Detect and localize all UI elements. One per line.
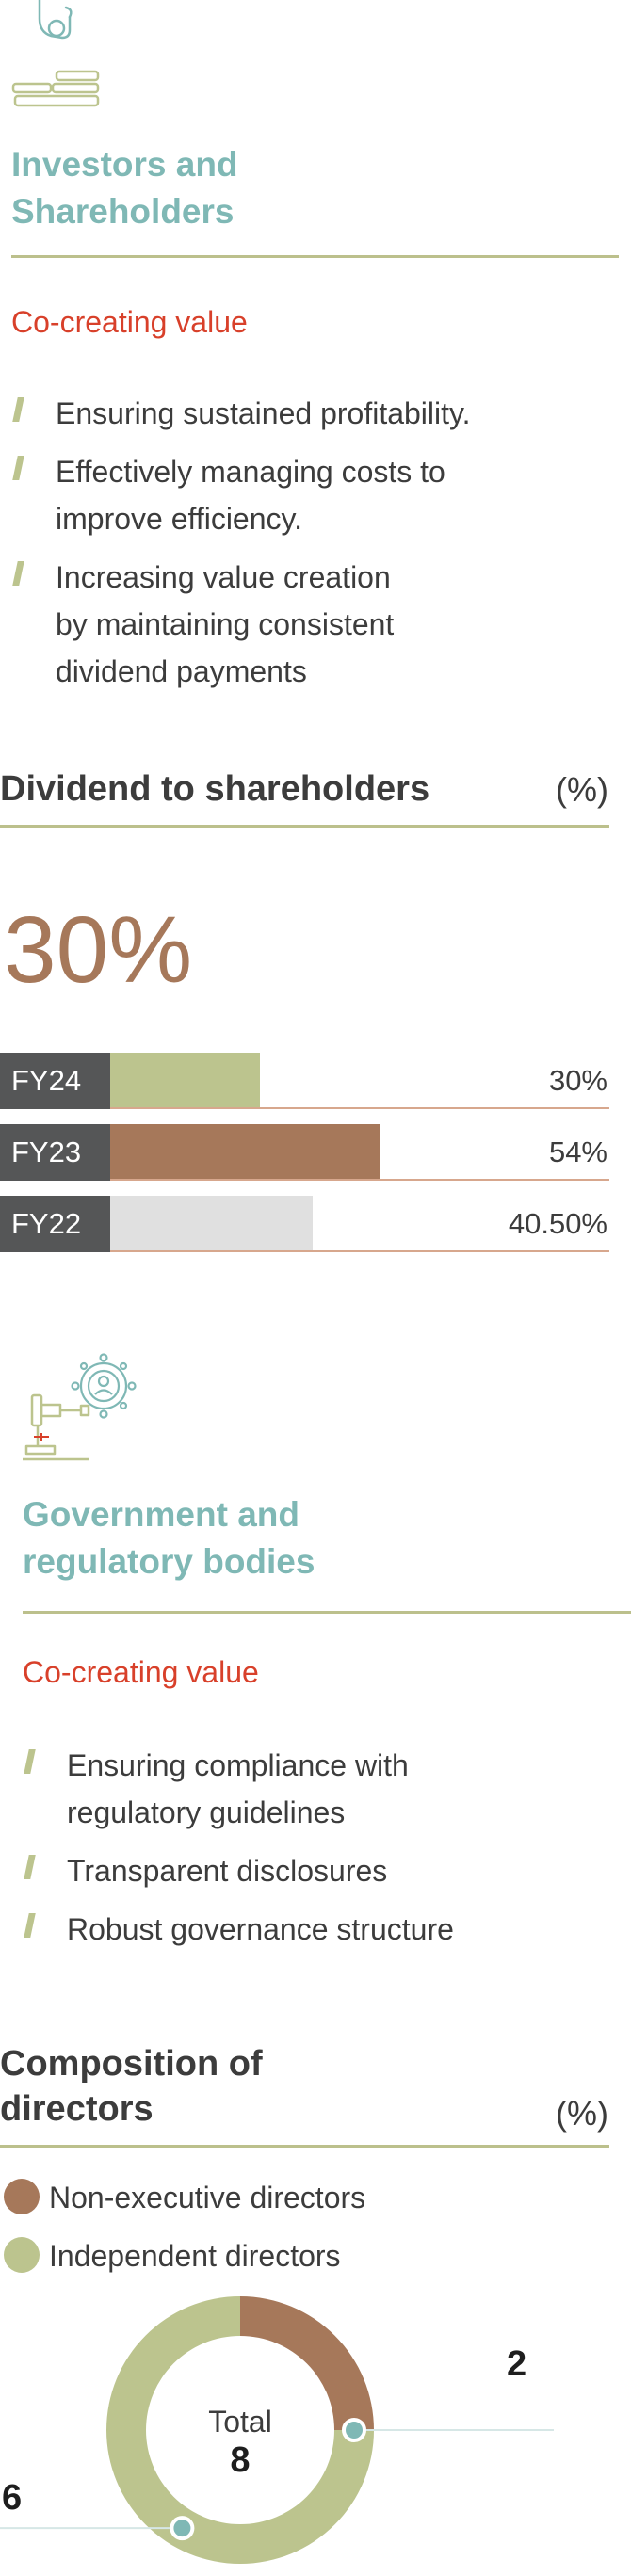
- bullet-text: Ensuring sustained profitability.: [56, 390, 471, 437]
- bullet-mark-icon: [24, 1855, 36, 1879]
- bar-category-label: FY24: [0, 1053, 110, 1109]
- bar-category-label: FY23: [0, 1124, 110, 1181]
- bullet-text: Increasing value creation by maintaining…: [56, 554, 394, 695]
- bullet-mark-icon: [12, 456, 24, 480]
- bullet-mark-icon: [12, 561, 24, 586]
- directors-divider: [0, 2145, 609, 2148]
- bullet-text: Transparent disclosures: [67, 1847, 387, 1894]
- bullet-line: improve efficiency.: [56, 502, 303, 536]
- bullet-text: Effectively managing costs to improve ef…: [56, 448, 445, 542]
- bullet-line: by maintaining consistent: [56, 607, 395, 641]
- slice-value-label-independent: 6: [2, 2478, 23, 2518]
- bar-baseline: [110, 1107, 609, 1109]
- bullet-line: Ensuring compliance with: [67, 1748, 409, 1782]
- dividend-chart-title: Dividend to shareholders: [0, 769, 430, 809]
- bar-fy22: [110, 1196, 313, 1252]
- bar-row-fy23: FY23 54%: [0, 1124, 609, 1181]
- investors-title: Investors and Shareholders: [11, 141, 238, 235]
- bullet-text: Robust governance structure: [67, 1906, 454, 1953]
- bullet-line: dividend payments: [56, 654, 307, 688]
- directors-chart-title: Composition of directors: [0, 2041, 263, 2132]
- donut-slice-non-executive: [240, 2296, 374, 2430]
- directors-title-line2: directors: [0, 2089, 154, 2129]
- investors-title-line2: Shareholders: [11, 192, 235, 231]
- directors-donut-chart: Total 8 2 6: [0, 2294, 631, 2576]
- donut-svg: [0, 2296, 554, 2564]
- donut-center-value: 8: [230, 2440, 251, 2480]
- bullet-line: Transparent disclosures: [67, 1854, 388, 1888]
- bullet-mark-icon: [24, 1749, 36, 1774]
- bar-value-label: 40.50%: [508, 1207, 607, 1240]
- dividend-unit: (%): [556, 770, 608, 809]
- bullet-mark-icon: [24, 1913, 36, 1938]
- bar-value-label: 30%: [548, 1064, 607, 1097]
- dividend-bar-chart: FY24 30% FY23 54% FY22 40.50%: [0, 1053, 609, 1260]
- dividend-divider: [0, 825, 609, 828]
- bullet-line: Increasing value creation: [56, 560, 391, 594]
- government-divider: [23, 1611, 631, 1614]
- slice-value-label-non-executive: 2: [507, 2344, 527, 2384]
- dividend-highlight-value: 30%: [4, 897, 193, 1003]
- donut-center-label: Total: [208, 2405, 272, 2439]
- investors-title-line1: Investors and: [11, 145, 238, 184]
- legend-label-non-executive: Non-executive directors: [49, 2181, 366, 2214]
- directors-title-line1: Composition of: [0, 2044, 263, 2084]
- bar-category-label: FY22: [0, 1196, 110, 1252]
- gavel-person-icon: [23, 1353, 137, 1461]
- investors-icon-wrap: [11, 0, 115, 113]
- bullet-text: Ensuring compliance with regulatory guid…: [67, 1742, 409, 1836]
- bar-fy24: [110, 1053, 260, 1109]
- bar-fy23: [110, 1124, 380, 1181]
- government-subtitle: Co-creating value: [23, 1655, 259, 1689]
- bar-value-label: 54%: [548, 1135, 607, 1168]
- hand-coins-icon: [11, 0, 100, 107]
- bullet-mark-icon: [12, 397, 24, 422]
- directors-legend: Non-executive directors Independent dire…: [0, 2179, 471, 2282]
- callout-independent-marker: [170, 2516, 195, 2541]
- bullet-line: Ensuring sustained profitability.: [56, 396, 471, 430]
- investors-subtitle: Co-creating value: [11, 305, 248, 339]
- bar-baseline: [110, 1179, 609, 1181]
- government-title-line2: regulatory bodies: [23, 1542, 316, 1581]
- legend-swatch-non-executive: [4, 2179, 40, 2214]
- legend-label-independent: Independent directors: [49, 2239, 341, 2273]
- directors-unit: (%): [556, 2094, 608, 2133]
- legend-swatch-independent: [4, 2237, 40, 2273]
- investors-divider: [11, 255, 619, 258]
- bullet-line: Robust governance structure: [67, 1912, 454, 1946]
- bullet-line: Effectively managing costs to: [56, 455, 445, 489]
- government-title: Government and regulatory bodies: [23, 1491, 315, 1586]
- bar-row-fy22: FY22 40.50%: [0, 1196, 609, 1252]
- donut-slice-independent: [106, 2296, 374, 2564]
- government-icon-wrap: [23, 1352, 145, 1465]
- callout-non-executive-marker: [342, 2418, 366, 2442]
- bullet-line: regulatory guidelines: [67, 1795, 346, 1829]
- bar-row-fy24: FY24 30%: [0, 1053, 609, 1109]
- government-title-line1: Government and: [23, 1495, 299, 1534]
- bar-baseline: [110, 1250, 609, 1252]
